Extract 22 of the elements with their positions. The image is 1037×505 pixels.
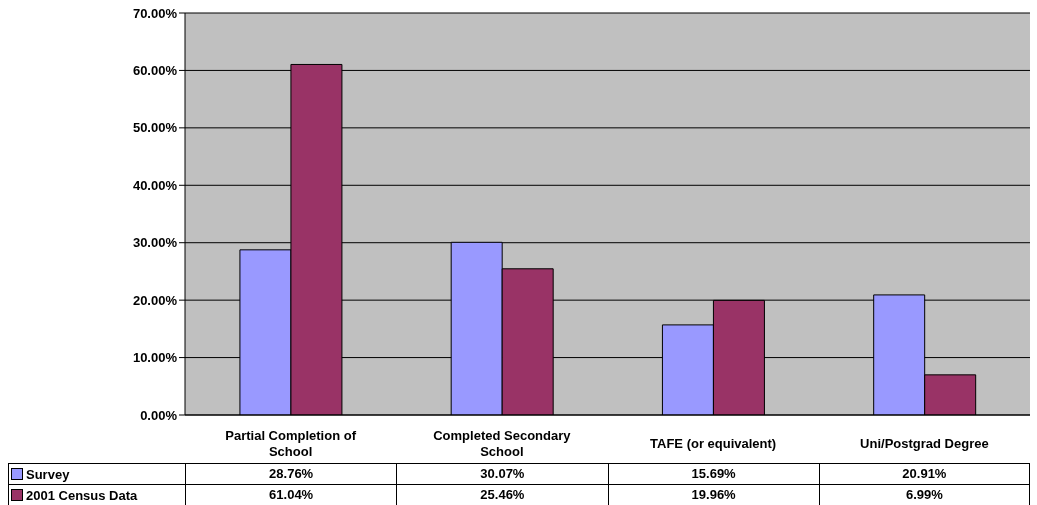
y-tick-label: 50.00% [132,120,178,136]
y-tick-label: 30.00% [132,235,178,251]
data-label: 20.91% [818,464,1030,484]
x-tick-label: TAFE (or equivalent) [650,436,777,451]
x-tick-label: Completed Secondary School [433,428,572,459]
data-label: 19.96% [607,485,819,505]
x-tick-label: Uni/Postgrad Degree [860,436,989,451]
y-tick-label: 60.00% [132,63,178,79]
data-label: 15.69% [607,464,819,484]
y-tick-label: 20.00% [132,292,178,308]
y-tick-label: 10.00% [132,350,178,366]
x-tick-label: Partial Completion of School [225,428,357,459]
y-tick-label: 0.00% [140,407,178,423]
data-label: 28.76% [185,464,397,484]
y-tick-label: 70.00% [132,5,178,21]
data-label: 25.46% [396,485,608,505]
legend-label: 2001 Census Data [26,487,138,503]
data-label: 61.04% [185,485,397,505]
data-label: 30.07% [396,464,608,484]
data-label: 6.99% [818,485,1030,505]
y-tick-label: 40.00% [132,177,178,193]
legend-label: Survey [26,466,70,482]
